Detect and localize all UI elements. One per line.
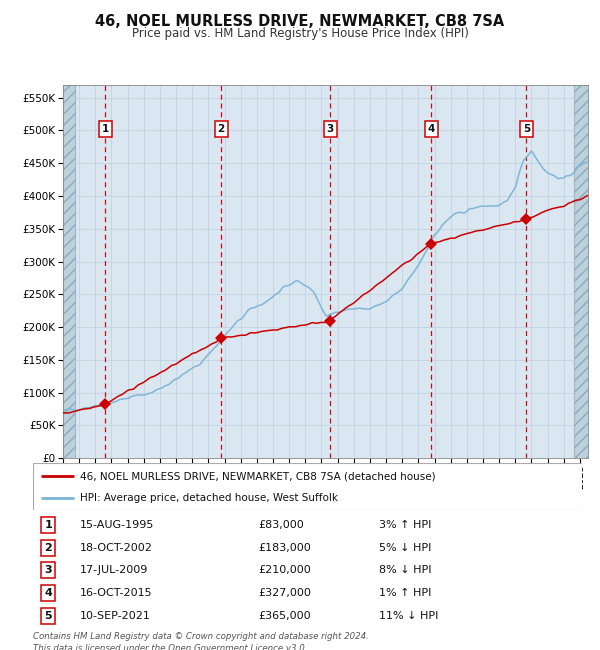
Text: £83,000: £83,000 [258,520,304,530]
Text: 4: 4 [44,588,52,598]
Bar [63,84,75,458]
Text: 4: 4 [427,124,435,134]
Bar [574,84,588,458]
Text: £365,000: £365,000 [258,611,311,621]
Text: 18-OCT-2002: 18-OCT-2002 [80,543,152,552]
Bar [574,84,588,458]
Text: 15-AUG-1995: 15-AUG-1995 [80,520,154,530]
Text: 2: 2 [44,543,52,552]
Text: £183,000: £183,000 [258,543,311,552]
Text: HPI: Average price, detached house, West Suffolk: HPI: Average price, detached house, West… [80,493,338,502]
Text: 2: 2 [218,124,225,134]
Text: 3: 3 [44,566,52,575]
Text: 46, NOEL MURLESS DRIVE, NEWMARKET, CB8 7SA: 46, NOEL MURLESS DRIVE, NEWMARKET, CB8 7… [95,14,505,29]
Text: £327,000: £327,000 [258,588,311,598]
Text: 16-OCT-2015: 16-OCT-2015 [80,588,152,598]
Text: 5: 5 [523,124,530,134]
Text: 1: 1 [101,124,109,134]
Text: 5% ↓ HPI: 5% ↓ HPI [379,543,431,552]
Text: Contains HM Land Registry data © Crown copyright and database right 2024.
This d: Contains HM Land Registry data © Crown c… [33,632,369,650]
Text: £210,000: £210,000 [258,566,311,575]
Text: 3: 3 [326,124,334,134]
Text: 17-JUL-2009: 17-JUL-2009 [80,566,148,575]
Text: 46, NOEL MURLESS DRIVE, NEWMARKET, CB8 7SA (detached house): 46, NOEL MURLESS DRIVE, NEWMARKET, CB8 7… [80,471,435,481]
Text: 1: 1 [44,520,52,530]
Text: 5: 5 [44,611,52,621]
Text: 11% ↓ HPI: 11% ↓ HPI [379,611,438,621]
Text: 8% ↓ HPI: 8% ↓ HPI [379,566,431,575]
Bar [63,84,75,458]
Text: 3% ↑ HPI: 3% ↑ HPI [379,520,431,530]
Text: 1% ↑ HPI: 1% ↑ HPI [379,588,431,598]
Text: Price paid vs. HM Land Registry's House Price Index (HPI): Price paid vs. HM Land Registry's House … [131,27,469,40]
Text: 10-SEP-2021: 10-SEP-2021 [80,611,151,621]
